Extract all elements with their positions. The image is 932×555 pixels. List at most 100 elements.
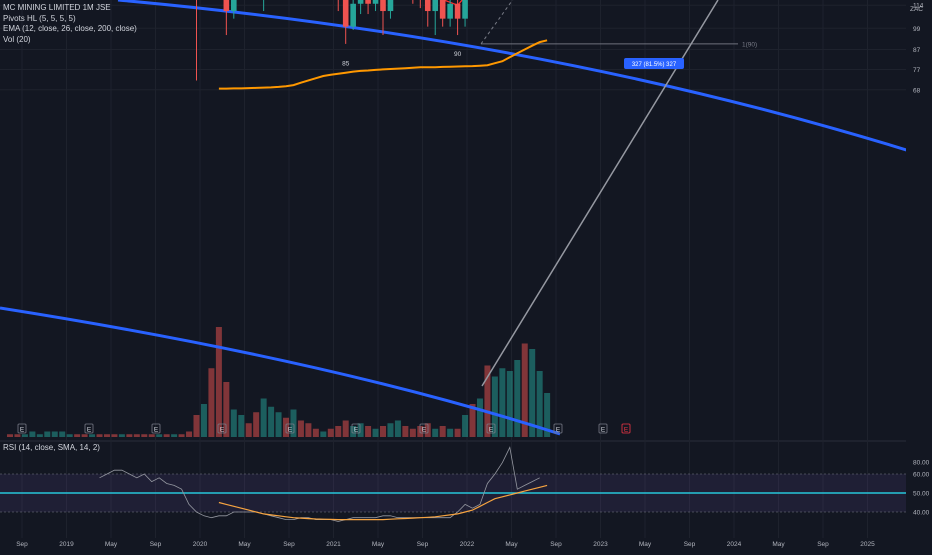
chart-legend: MC MINING LIMITED 1M JSE Pivots HL (5, 5… <box>3 3 137 45</box>
volume-bar <box>342 420 349 437</box>
volume-bar <box>111 434 118 437</box>
rsi-ma-line <box>218 484 548 521</box>
volume-bar <box>275 412 282 437</box>
time-tick: Sep <box>684 541 696 548</box>
candle-body <box>424 0 431 12</box>
event-marker <box>621 423 631 434</box>
volume-bar <box>469 404 476 437</box>
volume-bar <box>514 360 521 437</box>
measure-label-bg <box>624 58 684 69</box>
candle-body <box>380 0 386 12</box>
volume-bar <box>260 398 267 437</box>
volume-bar <box>402 426 409 437</box>
volume-bar <box>327 428 334 437</box>
volume-bar <box>380 426 386 437</box>
volume-bar <box>81 434 88 437</box>
volume-bar <box>178 434 185 437</box>
symbol-line[interactable]: MC MINING LIMITED 1M JSE <box>3 3 137 14</box>
volume-bar <box>387 423 394 437</box>
price-tick: 77 <box>913 67 921 74</box>
pivot-label: 85 <box>342 60 350 67</box>
volume-bar <box>171 434 178 437</box>
candle-body <box>365 0 371 4</box>
volume-bar <box>544 393 551 437</box>
volume-bar <box>245 423 252 437</box>
volume-bar <box>21 434 28 437</box>
volume-bar <box>74 434 81 437</box>
volume-bar <box>59 431 66 437</box>
volume-bar <box>223 382 230 437</box>
event-marker <box>84 423 94 434</box>
time-tick: 2020 <box>193 541 208 548</box>
event-marker <box>553 423 563 434</box>
arc-bottom <box>0 306 561 436</box>
candle-body <box>357 0 364 4</box>
time-tick: Sep <box>550 541 562 548</box>
time-tick: May <box>372 541 385 548</box>
volume-bar <box>148 434 155 437</box>
volume-bar <box>163 434 170 437</box>
time-tick: Sep <box>16 541 28 548</box>
volume-bar <box>454 428 461 437</box>
candle-body <box>454 3 461 19</box>
time-tick: 2021 <box>326 541 341 548</box>
volume-bar <box>268 406 275 437</box>
event-marker-label: E <box>354 427 359 434</box>
indicator-ema[interactable]: EMA (12, close, 26, close, 200, close) <box>3 24 137 33</box>
price-tick: 99 <box>913 26 921 33</box>
candle-body <box>372 0 379 4</box>
volume-bar <box>320 431 327 437</box>
event-marker <box>285 423 295 434</box>
arc-top <box>117 0 932 160</box>
volume-bar <box>156 434 163 437</box>
volume-bar <box>476 398 483 437</box>
interval: 1M <box>82 3 94 12</box>
rsi-tick: 40.00 <box>913 510 930 517</box>
volume-bar <box>439 426 446 437</box>
time-tick: May <box>238 541 251 548</box>
volume-bar <box>89 434 96 437</box>
event-marker <box>419 423 429 434</box>
event-marker-label: E <box>288 427 293 434</box>
time-tick: 2023 <box>593 541 608 548</box>
candle-body <box>447 3 453 19</box>
event-marker-label: E <box>20 427 25 434</box>
volume-bar <box>200 404 207 437</box>
volume-bar <box>529 349 536 437</box>
volume-bar <box>521 343 528 437</box>
time-tick: 2022 <box>460 541 475 548</box>
rsi-tick: 80.00 <box>913 460 930 467</box>
event-marker-label: E <box>220 427 225 434</box>
volume-bar <box>230 409 237 437</box>
volume-bar <box>7 434 13 437</box>
event-marker <box>217 423 227 434</box>
price-tick: 87 <box>913 47 921 54</box>
time-tick: 2024 <box>727 541 742 548</box>
indicator-volume[interactable]: Vol (20) <box>3 34 31 44</box>
pivot-label: 90 <box>454 51 462 58</box>
candle-body <box>387 0 394 12</box>
indicator-pivots[interactable]: Pivots HL (5, 5, 5, 5) <box>3 13 76 23</box>
volume-bar <box>193 415 200 437</box>
event-marker-label: E <box>601 427 606 434</box>
rsi-legend[interactable]: RSI (14, close, SMA, 14, 2) <box>3 443 100 452</box>
volume-bar <box>365 426 372 437</box>
event-marker-label: E <box>422 427 427 434</box>
event-marker-label: E <box>624 427 629 434</box>
volume-bar <box>491 376 498 437</box>
volume-bar <box>126 434 133 437</box>
volume-bar <box>484 365 491 437</box>
price-tick: 68 <box>913 87 921 94</box>
time-tick: Sep <box>150 541 162 548</box>
volume-bar <box>394 420 401 437</box>
volume-bar <box>14 434 21 437</box>
volume-bar <box>499 368 506 437</box>
event-marker-label: E <box>489 427 494 434</box>
candle-body <box>432 0 439 12</box>
volume-bar <box>462 415 469 437</box>
candle-body <box>462 0 468 19</box>
volume-bar <box>297 420 304 437</box>
